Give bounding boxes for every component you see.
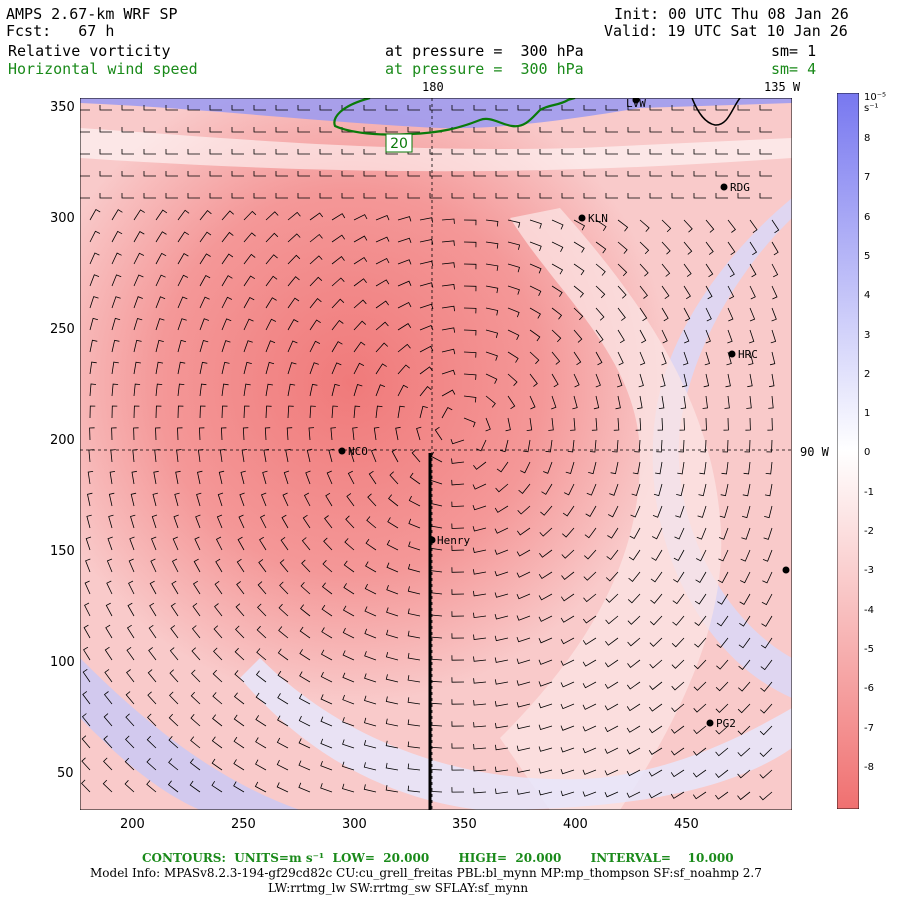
colorbar-unit: 10⁻⁵ s⁻¹ — [864, 92, 887, 114]
colorbar-label: -5 — [864, 643, 874, 655]
lon-label-90w: 90 W — [800, 445, 829, 459]
contour-info: CONTOURS: UNITS=m s⁻¹ LOW= 20.000 HIGH= … — [142, 851, 734, 865]
forecast-hour: Fcst: 67 h — [6, 22, 115, 40]
colorbar-label: -6 — [864, 683, 874, 695]
station-marker — [632, 98, 640, 104]
station-marker — [578, 214, 586, 222]
vorticity-map: 20 LVW RDG KLN HRC NCO Henry PG2 — [80, 98, 792, 810]
colorbar-label: -4 — [864, 604, 874, 616]
station-label: Henry — [437, 534, 470, 547]
colorbar-label: 3 — [864, 329, 871, 341]
lon-label-135w: 135 W — [764, 80, 801, 94]
model-title: AMPS 2.67-km WRF SP — [6, 5, 178, 23]
physics-info: LW:rrtmg_lw SW:rrtmg_sw SFLAY:sf_mynn — [268, 881, 529, 895]
field1-level: at pressure = 300 hPa — [385, 42, 584, 60]
x-tick-label: 300 — [342, 817, 367, 832]
valid-time: Valid: 19 UTC Sat 10 Jan 26 — [604, 22, 848, 40]
colorbar-label: -2 — [864, 526, 874, 537]
y-tick-label: 200 — [50, 433, 75, 448]
station-label: LVW — [626, 98, 646, 110]
colorbar — [837, 93, 859, 809]
colorbar-label: 8 — [864, 133, 871, 144]
init-time: Init: 00 UTC Thu 08 Jan 26 — [614, 5, 849, 23]
station-marker — [428, 536, 436, 544]
field2-level: at pressure = 300 hPa — [385, 60, 584, 78]
colorbar-label: 4 — [864, 290, 871, 302]
colorbar-label: 2 — [864, 368, 871, 380]
x-tick-label: 250 — [231, 817, 256, 832]
colorbar-label: 6 — [864, 211, 871, 223]
station-label: HRC — [738, 348, 758, 361]
colorbar-label: -7 — [864, 722, 874, 734]
field1-smoothing: sm= 1 — [771, 42, 817, 60]
y-tick-label: 250 — [50, 322, 75, 337]
colorbar-label: -8 — [864, 761, 874, 773]
station-marker — [338, 447, 346, 455]
station-marker — [720, 183, 728, 191]
field2-smoothing: sm= 4 — [771, 60, 817, 78]
y-tick-label: 350 — [50, 100, 75, 115]
x-tick-label: 200 — [120, 817, 145, 832]
colorbar-label: 7 — [864, 172, 871, 184]
station-label: KLN — [588, 212, 608, 225]
y-tick-label: 100 — [50, 655, 75, 670]
colorbar-label: -1 — [864, 486, 874, 498]
colorbar-label: -3 — [864, 565, 874, 577]
station-label: PG2 — [716, 717, 736, 730]
field2-name: Horizontal wind speed — [8, 60, 198, 78]
station-marker — [706, 719, 714, 727]
lon-label-180: 180 — [422, 80, 444, 94]
y-tick-label: 150 — [50, 544, 75, 559]
colorbar-label: 1 — [864, 408, 871, 420]
colorbar-label: 5 — [864, 250, 871, 262]
contour-label: 20 — [390, 136, 408, 152]
station-label: NCO — [348, 445, 368, 458]
x-tick-label: 350 — [452, 817, 477, 832]
x-tick-label: 450 — [674, 817, 699, 832]
station-marker — [782, 566, 790, 574]
station-marker — [728, 350, 736, 358]
y-tick-label: 300 — [50, 211, 75, 226]
colorbar-label: 0 — [864, 447, 871, 459]
field1-name: Relative vorticity — [8, 42, 171, 60]
station-label: RDG — [730, 181, 750, 194]
y-tick-label: 50 — [57, 766, 74, 781]
x-tick-label: 400 — [563, 817, 588, 832]
model-info: Model Info: MPASv8.2.3-194-gf29cd82c CU:… — [90, 866, 762, 880]
